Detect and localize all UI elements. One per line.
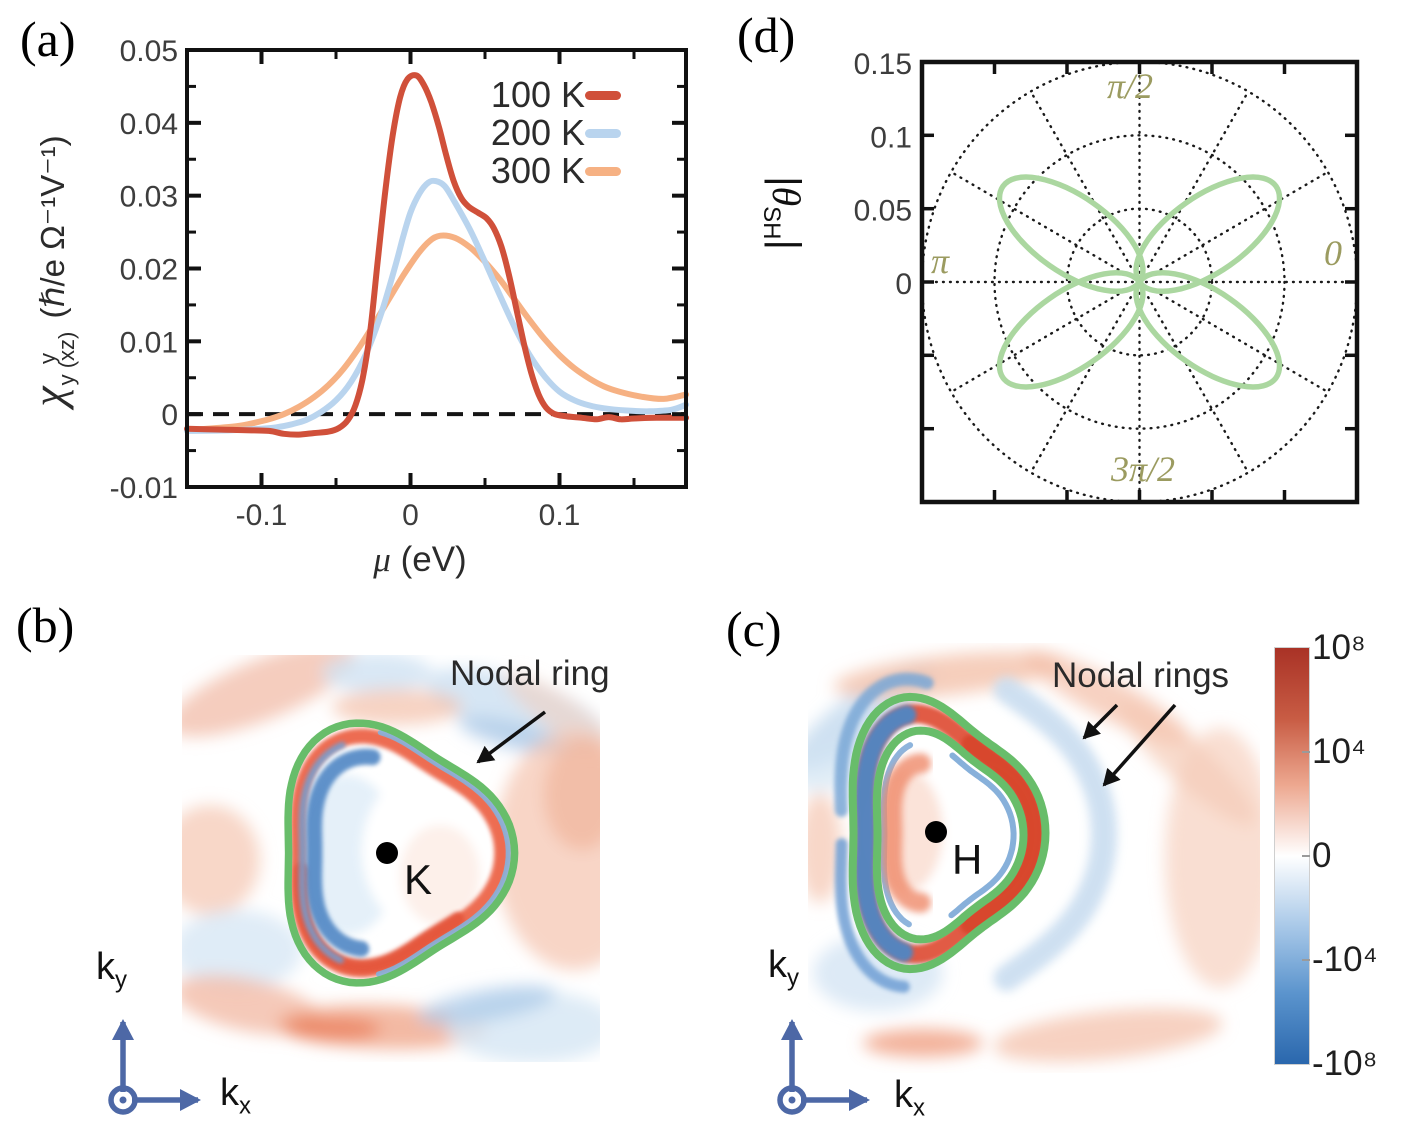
abs-bar-left: | — [764, 176, 808, 187]
panel-b-letter: (b) — [16, 597, 75, 653]
angle-label: π — [931, 241, 950, 281]
panel-b-kx-label: kx — [220, 1072, 251, 1120]
r-tick-label: 0.1 — [870, 121, 912, 154]
x-tick-label: 0.1 — [539, 499, 581, 532]
colorbar-tick-label: -10⁴ — [1312, 940, 1378, 979]
panel-a-letter: (a) — [20, 11, 76, 67]
r-tick-label: 0.15 — [854, 48, 912, 81]
angle-label: 0 — [1324, 233, 1342, 273]
polar-spoke — [1153, 172, 1327, 275]
polar-spoke — [1147, 296, 1248, 472]
xlabel-units: (eV) — [390, 540, 467, 579]
units: (ℏ/e Ω⁻¹V⁻¹) — [34, 135, 71, 319]
legend: 100 K 200 K 300 K — [425, 74, 635, 198]
panel-c-ky-label: ky — [768, 944, 799, 992]
colorbar-tick-label: 10⁴ — [1312, 732, 1366, 771]
chi-subscript: y (xz) — [54, 331, 79, 386]
x-tick-label: 0 — [402, 499, 419, 532]
polar-spoke — [1147, 92, 1248, 268]
curve-100K — [184, 72, 690, 438]
theta-sh-petal — [1133, 269, 1283, 390]
y-tick-label: 0.01 — [120, 326, 178, 359]
panel-c-letter: (c) — [726, 601, 782, 657]
panel-d-letter: (d) — [737, 7, 796, 63]
mu-symbol: μ — [373, 540, 391, 579]
x-tick-label: -0.1 — [236, 499, 288, 532]
legend-label: 100 K — [490, 74, 585, 115]
colorbar-tick — [1302, 959, 1310, 961]
legend-item: 200 K — [425, 112, 635, 153]
r-tick-label: 0.05 — [854, 195, 912, 228]
heatmap-outer-swirls — [182, 655, 600, 1062]
h-point-label: H — [952, 836, 983, 883]
panel-c-kx-label: kx — [894, 1074, 925, 1122]
y-tick-label: 0.03 — [120, 181, 178, 214]
chi-symbol: χ — [23, 386, 74, 407]
abs-bar-right: | — [764, 239, 808, 250]
polar-spoke — [952, 289, 1126, 392]
colorbar-tick-label: 0 — [1312, 836, 1332, 875]
polar-spoke — [1031, 296, 1132, 472]
legend-item: 100 K — [425, 74, 635, 115]
y-tick-label: 0 — [161, 399, 178, 432]
legend-item: 300 K — [425, 150, 635, 191]
polar-spoke — [1031, 92, 1132, 268]
legend-label: 200 K — [490, 112, 585, 153]
panel-b-ky-label: ky — [96, 946, 127, 994]
angle-label: π/2 — [1107, 66, 1153, 106]
heatmap-inner-fills — [295, 769, 498, 935]
y-tick-label: 0.05 — [120, 35, 178, 68]
legend-swatch — [585, 91, 621, 100]
colorbar-tick — [1302, 855, 1310, 857]
y-tick-label: -0.01 — [110, 472, 178, 505]
out-of-plane-axis-icon — [777, 1085, 807, 1115]
nodal-ring-group — [284, 719, 519, 987]
legend-swatch — [585, 129, 621, 138]
angle-label: 3π/2 — [1110, 449, 1175, 489]
panel-d-plot: 0 0.05 0.1 0.15 0 π/2 π 3π/2 — [854, 48, 1360, 505]
theta-subscript: SH — [758, 206, 785, 240]
r-tick-label: 0 — [895, 268, 912, 301]
panel-c-heatmap — [808, 643, 1260, 1073]
panel-d-ylabel: |θSH| — [758, 123, 810, 303]
curve-300K — [184, 232, 690, 434]
colorbar-tick-label: 10⁸ — [1312, 628, 1366, 667]
k-point-label: K — [404, 856, 433, 903]
nodal-ring-annotation: Nodal ring — [450, 654, 610, 693]
nodal-rings-annotation: Nodal rings — [1052, 656, 1230, 695]
colorbar-labels: 10⁸ 10⁴ 0 -10⁴ -10⁸ — [1302, 628, 1412, 1083]
panel-a-plot: -0.01 0 0.01 0.02 0.03 0.04 0.05 -0.1 0 0.1 — [110, 35, 690, 532]
legend-label: 300 K — [490, 150, 585, 191]
theta-sh-petal — [996, 269, 1146, 390]
nodal-rings-group — [834, 672, 1118, 993]
legend-swatch — [585, 167, 621, 176]
panel-a-xlabel: μ (eV) — [320, 540, 520, 580]
theta-symbol: θ — [764, 186, 809, 207]
polar-spoke — [952, 172, 1126, 275]
y-tick-label: 0.02 — [120, 254, 178, 287]
colorbar-tick-label: -10⁸ — [1312, 1044, 1378, 1083]
y-tick-label: 0.04 — [120, 108, 178, 141]
panel-b-heatmap — [182, 655, 600, 1062]
out-of-plane-axis-icon — [108, 1085, 138, 1115]
polar-spoke — [1153, 289, 1327, 392]
curve-200K — [184, 177, 690, 434]
colorbar-tick — [1302, 751, 1310, 753]
polar-grid-circle — [993, 134, 1286, 430]
